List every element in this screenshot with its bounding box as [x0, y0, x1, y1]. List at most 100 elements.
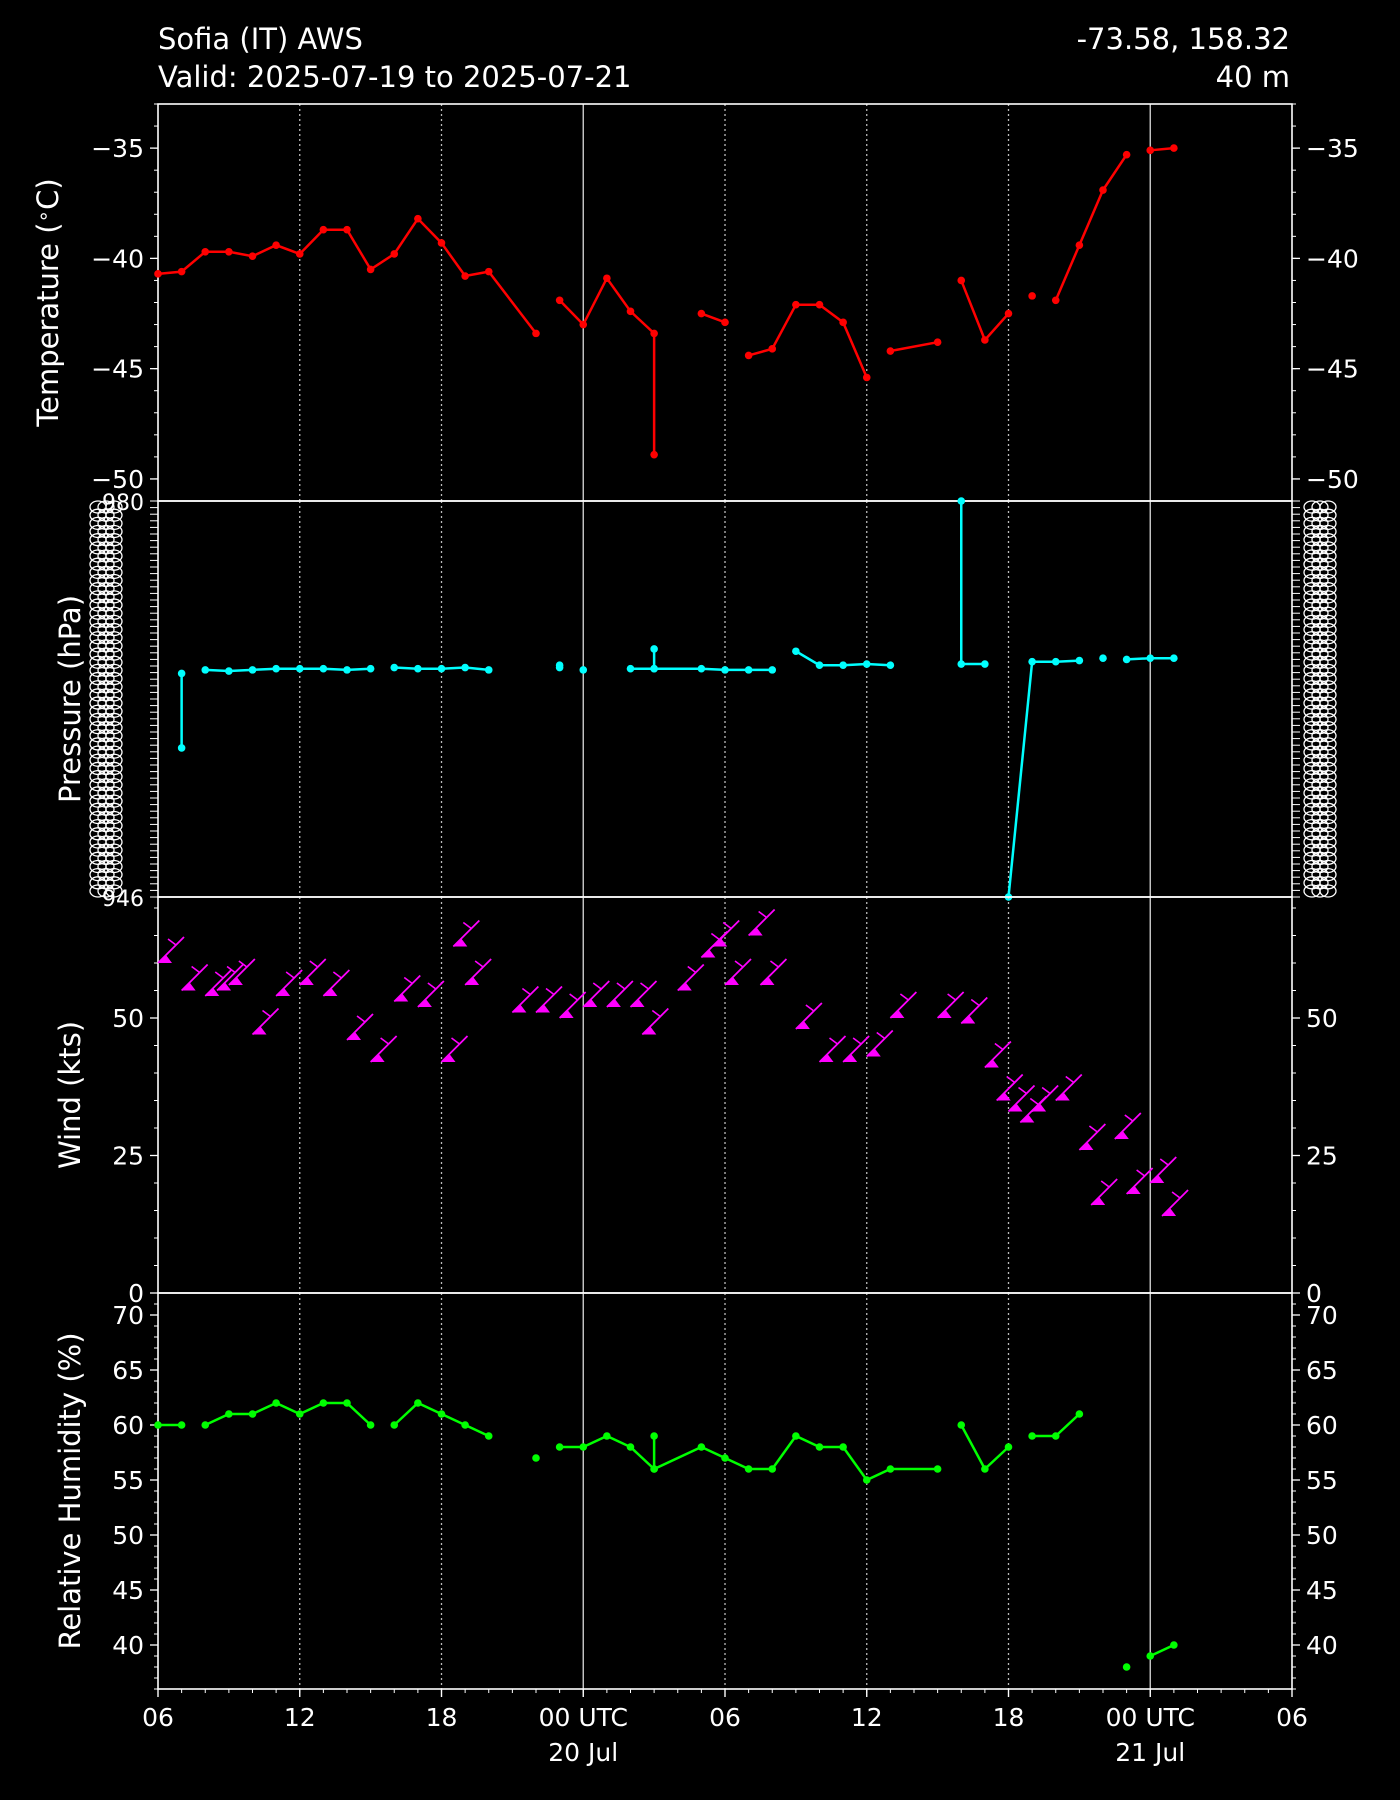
pressure-tick-label-overlap	[1319, 557, 1337, 571]
pressure-tick-label-overlap	[1319, 851, 1337, 865]
wind-barb-feather	[1159, 1158, 1169, 1166]
pressure-tick-label-overlap	[105, 663, 123, 678]
pressure-tick-label-overlap	[1319, 712, 1337, 727]
pressure-tick-label-overlap	[1319, 614, 1337, 629]
wind-barb-staff	[842, 1035, 870, 1063]
humidity-data-point	[768, 1465, 777, 1473]
wind-barb-flag	[630, 999, 645, 1007]
temperature-tick-label-left: −40	[91, 244, 144, 273]
wind-barb-staff	[346, 1013, 374, 1041]
pressure-tick-label-overlap	[105, 835, 123, 849]
pressure-tick-label-overlap	[105, 851, 123, 865]
wind-barb-flag	[795, 1021, 810, 1029]
wind-barb	[322, 969, 351, 997]
wind-barb-feather	[1029, 1097, 1039, 1106]
panels: −50 −50 −45 −45 −40 −40 −35 −35 Temperature (∘C)…	[31, 103, 1359, 1690]
temperature-data-point	[414, 214, 422, 223]
wind-barb	[1090, 1178, 1118, 1206]
wind-barb-feather	[722, 921, 732, 930]
wind-barb	[984, 1040, 1012, 1069]
pressure-tick-label-overlap	[1319, 802, 1337, 816]
wind-barb-feather	[214, 971, 224, 979]
humidity-data-point	[957, 1421, 966, 1429]
x-tick-label: 12	[851, 1703, 883, 1732]
humidity-tick-label-left: 50	[112, 1521, 144, 1550]
humidity-data-point	[886, 1465, 895, 1473]
temperature-series-line	[700, 312, 726, 324]
pressure-tick-label-overlap	[105, 876, 123, 890]
pressure-tick-label-overlap	[105, 712, 123, 727]
humidity-data-point	[933, 1465, 942, 1473]
wind-barb-flag	[1126, 1186, 1141, 1194]
pressure-ylabel: Pressure (hPa)	[53, 595, 87, 803]
pressure-tick-label-overlap	[105, 614, 123, 629]
pressure-data-point	[1075, 656, 1084, 665]
wind-barb-feather	[403, 976, 413, 985]
pressure-tick-label-overlap	[105, 786, 123, 800]
pressure-tick-label-overlap	[1319, 827, 1337, 841]
temperature-data-point	[603, 274, 611, 283]
wind-barb-flag	[890, 1010, 905, 1018]
wind-barb-flag	[217, 982, 232, 991]
wind-barb-feather	[1018, 1086, 1027, 1095]
wind-barb-flag	[1162, 1208, 1177, 1216]
wind-ylabel: Wind (kts)	[53, 1021, 87, 1169]
humidity-tick-label-left: 70	[112, 1301, 144, 1330]
wind-barb-feather	[769, 960, 779, 968]
wind-tick-label-left: 50	[112, 1004, 144, 1033]
wind-barb	[1114, 1112, 1142, 1140]
wind-barb-staff	[369, 1035, 398, 1063]
humidity-tick-label-left: 55	[112, 1466, 144, 1495]
station-elevation: 40 m	[1216, 60, 1290, 94]
wind-barb-feather	[1124, 1114, 1134, 1122]
pressure-tick-label-overlap	[105, 631, 123, 645]
pressure-tick-label-overlap	[1319, 794, 1337, 808]
wind-barb	[582, 980, 610, 1008]
pressure-tick-label-overlap	[105, 671, 123, 686]
temperature-data-point	[319, 225, 328, 234]
humidity-tick-label-right: 60	[1306, 1411, 1338, 1440]
wind-barb	[960, 996, 988, 1025]
humidity-data-point	[532, 1454, 540, 1462]
wind-barb	[889, 991, 918, 1019]
humidity-tick-label-left: 60	[112, 1411, 144, 1440]
wind-tick-label-left: 25	[112, 1142, 144, 1171]
pressure-tick-label-overlap	[105, 729, 123, 743]
humidity-data-point	[1051, 1432, 1060, 1440]
wind-barb-flag	[996, 1092, 1011, 1101]
temperature-data-point	[343, 225, 351, 234]
pressure-data-point	[650, 664, 658, 673]
humidity-data-point	[390, 1421, 399, 1429]
pressure-tick-label-overlap	[105, 688, 123, 702]
humidity-tick-label-right: 55	[1306, 1466, 1338, 1495]
wind-barb-staff	[818, 1035, 847, 1063]
wind-barb-feather	[569, 993, 579, 1001]
pressure-data-point	[1146, 654, 1155, 663]
wind-barb-feather	[1136, 1169, 1146, 1177]
pressure-tick-label-overlap	[1319, 573, 1337, 588]
pressure-data-point	[437, 664, 446, 673]
wind-barb-flag	[1055, 1092, 1070, 1101]
wind-barb-flag	[583, 999, 598, 1007]
pressure-data-point	[555, 661, 564, 670]
pressure-tick-label-overlap	[105, 843, 123, 857]
temperature-data-point	[272, 241, 280, 249]
pressure-tick-label-overlap	[105, 565, 123, 580]
wind-barb	[629, 980, 658, 1008]
wind-barb-feather	[710, 932, 720, 941]
humidity-data-point	[862, 1476, 871, 1484]
pressure-tick-label-overlap	[105, 745, 123, 759]
pressure-tick-label-overlap	[1319, 688, 1337, 702]
wind-barb-feather	[947, 993, 957, 1001]
x-axis: 06 12 18 00 UTC 20 Jul 06 12 18 00 UTC 21 Jul 06	[142, 1689, 1308, 1767]
wind-barb-flag	[866, 1048, 881, 1057]
temperature-data-point	[933, 338, 942, 347]
pressure-tick-label-overlap	[1319, 868, 1337, 882]
temperature-data-point	[1170, 144, 1178, 152]
temperature-data-point	[1122, 150, 1131, 159]
pressure-tick-label-overlap	[105, 868, 123, 882]
wind-barb-flag	[181, 982, 196, 991]
wind-barb-flag	[701, 949, 716, 958]
pressure-tick-label-overlap	[1319, 778, 1337, 792]
humidity-data-point	[414, 1399, 422, 1407]
